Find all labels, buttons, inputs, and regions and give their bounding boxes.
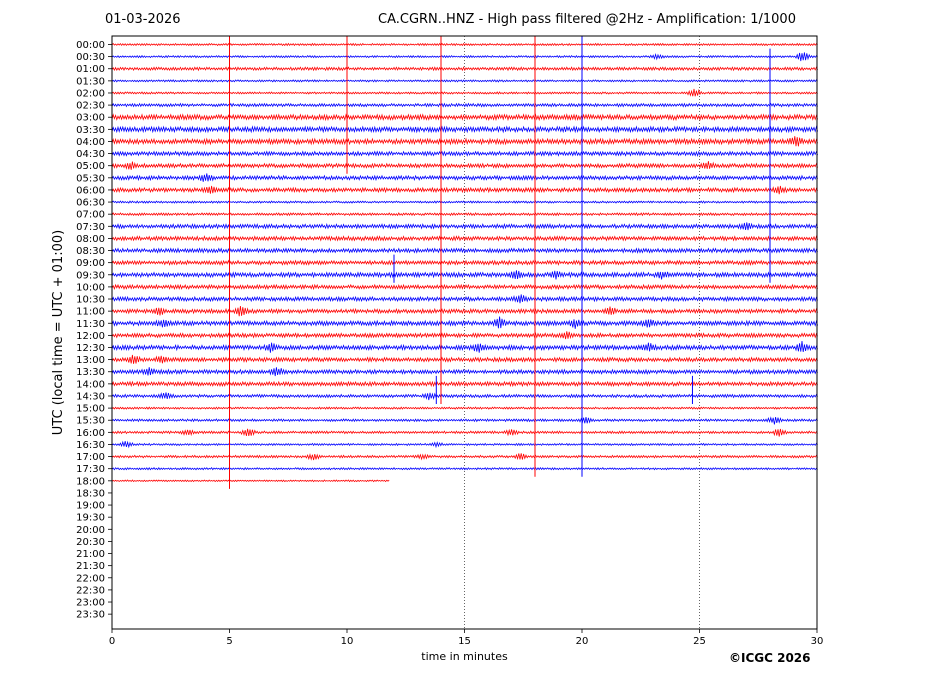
y-tick-label: 02:00: [76, 88, 105, 99]
y-tick-label: 18:00: [76, 476, 105, 487]
y-tick-label: 23:30: [76, 610, 105, 621]
trace-layer: [111, 36, 818, 629]
y-tick-label: 05:30: [76, 173, 105, 184]
x-tick-label: 5: [226, 636, 232, 647]
y-tick-label: 03:30: [76, 125, 105, 136]
trace-row-0030: [111, 52, 818, 62]
y-tick-label: 19:00: [76, 501, 105, 512]
x-tick-label: 10: [341, 636, 354, 647]
y-tick-label: 06:00: [76, 185, 105, 196]
trace-row-0100: [111, 66, 818, 72]
y-tick-label: 13:30: [76, 367, 105, 378]
y-tick-label: 14:30: [76, 391, 105, 402]
x-tick-label: 15: [458, 636, 471, 647]
y-tick-label: 22:30: [76, 585, 105, 596]
spike-layer: [229, 36, 771, 489]
y-tick-label: 16:00: [76, 428, 105, 439]
trace-row-1300: [111, 354, 818, 364]
trace-row-1400: [111, 380, 818, 388]
x-tick-label: 20: [576, 636, 589, 647]
y-tick-label: 06:30: [76, 198, 105, 209]
y-tick-label: 15:30: [76, 416, 105, 427]
y-tick-label: 17:30: [76, 464, 105, 475]
y-tick-label: 18:30: [76, 488, 105, 499]
y-tick-label: 23:00: [76, 598, 105, 609]
y-tick-label: 10:30: [76, 295, 105, 306]
y-tick-label: 07:00: [76, 210, 105, 221]
y-tick-label: 22:00: [76, 573, 105, 584]
y-tick-label: 19:30: [76, 513, 105, 524]
trace-row-0000: [111, 42, 818, 47]
trace-row-0730: [111, 222, 818, 231]
y-tick-label: 02:30: [76, 101, 105, 112]
x-tick-label: 25: [693, 636, 706, 647]
y-tick-label: 01:30: [76, 76, 105, 87]
x-tick-label: 30: [811, 636, 824, 647]
y-tick-label: 11:00: [76, 307, 105, 318]
trace-row-1030: [111, 294, 818, 304]
y-tick-label: 07:30: [76, 222, 105, 233]
chart-date: 01-03-2026: [105, 12, 181, 27]
y-tick-label: 15:00: [76, 404, 105, 415]
trace-row-0430: [111, 150, 818, 157]
x-axis-label: time in minutes: [421, 650, 508, 663]
y-tick-label: 10:00: [76, 282, 105, 293]
y-tick-label: 00:00: [76, 40, 105, 51]
y-tick-label: 11:30: [76, 319, 105, 330]
y-tick-label: 13:00: [76, 355, 105, 366]
y-tick-label: 20:00: [76, 525, 105, 536]
trace-row-1100: [111, 306, 818, 317]
copyright-credit: ©ICGC 2026: [729, 651, 811, 665]
y-tick-label: 17:00: [76, 452, 105, 463]
x-tick-label: 0: [109, 636, 115, 647]
y-tick-label: 09:30: [76, 270, 105, 281]
y-tick-label: 03:00: [76, 113, 105, 124]
y-tick-label: 12:30: [76, 343, 105, 354]
y-axis-label: UTC (local time = UTC + 01:00): [51, 230, 66, 435]
trace-row-1500: [111, 406, 818, 410]
y-tick-label: 05:00: [76, 161, 105, 172]
trace-row-1800: [111, 479, 390, 483]
y-tick-label: 08:00: [76, 234, 105, 245]
y-tick-label: 08:30: [76, 246, 105, 257]
x-tick-labels: 0 5 10 15 20 25 30: [109, 629, 824, 647]
y-tick-label: 14:00: [76, 379, 105, 390]
trace-row-1200: [111, 331, 818, 340]
y-tick-label: 16:30: [76, 440, 105, 451]
y-tick-label: 12:00: [76, 331, 105, 342]
y-tick-label: 21:00: [76, 549, 105, 560]
y-tick-label: 21:30: [76, 561, 105, 572]
y-tick-label: 01:00: [76, 64, 105, 75]
trace-row-0130: [111, 79, 818, 83]
trace-row-1330: [111, 367, 818, 377]
y-tick-label: 20:30: [76, 537, 105, 548]
y-tick-label: 09:00: [76, 258, 105, 269]
y-tick-label: 00:30: [76, 52, 105, 63]
chart-title: CA.CGRN..HNZ - High pass filtered @2Hz -…: [378, 12, 796, 27]
trace-row-0930: [111, 270, 818, 280]
y-tick-label: 04:30: [76, 149, 105, 160]
y-tick-label: 04:00: [76, 137, 105, 148]
